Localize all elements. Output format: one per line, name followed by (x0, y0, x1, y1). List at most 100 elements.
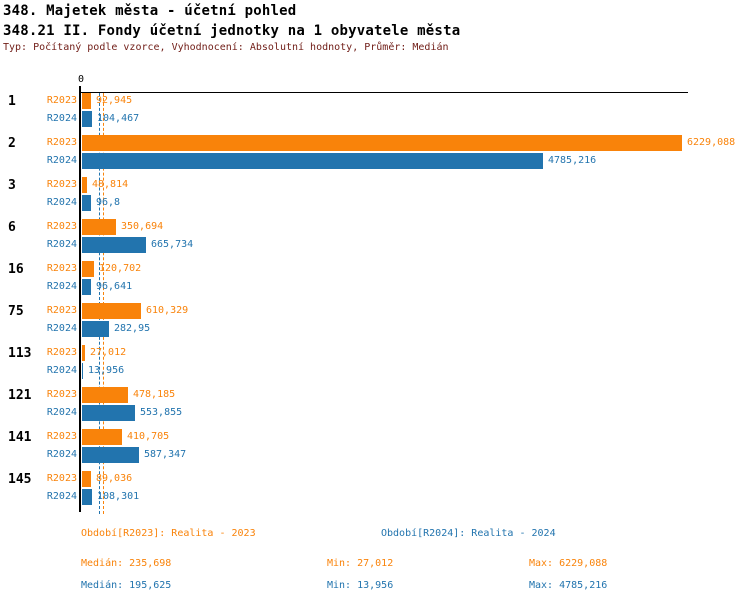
bar-r2023 (82, 345, 85, 361)
bar-r2023 (82, 219, 116, 235)
value-label-r2024: 587,347 (144, 449, 187, 460)
value-label-r2023: 48,814 (92, 179, 129, 190)
indicator-title: 348.21 II. Fondy účetní jednotky na 1 ob… (3, 23, 461, 39)
legend-period-2023: Období[R2023]: Realita - 2023 (81, 528, 256, 539)
bar-r2023 (82, 471, 91, 487)
series-label-r2024: R2024 (46, 323, 77, 334)
bar-r2023 (82, 93, 91, 109)
bar-group-r2023: R2023 478,185 (0, 387, 750, 403)
chart-row: 145 R2023 89,036 R2024 108,301 (0, 471, 750, 507)
y-axis-line (79, 86, 81, 512)
value-label-r2024: 108,301 (97, 491, 140, 502)
series-label-r2024: R2024 (46, 449, 77, 460)
bar-r2023 (82, 135, 682, 151)
series-label-r2023: R2023 (46, 137, 77, 148)
bar-r2024 (82, 363, 83, 379)
category-label: 1 (8, 94, 16, 109)
bar-group-r2023: R2023 410,705 (0, 429, 750, 445)
chart-row: 121 R2023 478,185 R2024 553,855 (0, 387, 750, 423)
value-label-r2024: 665,734 (151, 239, 194, 250)
category-label: 113 (8, 346, 32, 361)
bar-r2024 (82, 489, 92, 505)
bar-r2023 (82, 261, 94, 277)
series-label-r2024: R2024 (46, 281, 77, 292)
series-label-r2023: R2023 (46, 95, 77, 106)
bar-r2023 (82, 303, 141, 319)
chart-row: 113 R2023 27,012 R2024 13,956 (0, 345, 750, 381)
bar-r2023 (82, 429, 122, 445)
bar-group-r2023: R2023 27,012 (0, 345, 750, 361)
chart-row: 1 R2023 92,945 R2024 104,467 (0, 93, 750, 129)
series-label-r2023: R2023 (46, 389, 77, 400)
bar-r2024 (82, 321, 109, 337)
legend-period-2024: Období[R2024]: Realita - 2024 (381, 528, 556, 539)
value-label-r2024: 553,855 (140, 407, 183, 418)
category-label: 16 (8, 262, 24, 277)
x-axis-zero-tick-label: 0 (77, 74, 85, 85)
value-label-r2023: 92,945 (96, 95, 133, 106)
bar-group-r2024: R2024 282,95 (0, 321, 750, 337)
category-label: 3 (8, 178, 16, 193)
stat-min-2024: Min: 13,956 (327, 580, 394, 591)
series-label-r2024: R2024 (46, 239, 77, 250)
bar-group-r2024: R2024 13,956 (0, 363, 750, 379)
series-label-r2024: R2024 (46, 407, 77, 418)
value-label-r2023: 350,694 (121, 221, 164, 232)
value-label-r2024: 4785,216 (548, 155, 597, 166)
bar-r2024 (82, 111, 92, 127)
bar-r2024 (82, 153, 543, 169)
bar-group-r2024: R2024 4785,216 (0, 153, 750, 169)
bar-group-r2024: R2024 665,734 (0, 237, 750, 253)
chart-row: 75 R2023 610,329 R2024 282,95 (0, 303, 750, 339)
stat-median-2024: Medián: 195,625 (81, 580, 172, 591)
value-label-r2023: 410,705 (127, 431, 170, 442)
chart-row: 141 R2023 410,705 R2024 587,347 (0, 429, 750, 465)
value-label-r2023: 120,702 (99, 263, 142, 274)
category-label: 2 (8, 136, 16, 151)
chart-row: 2 R2023 6229,088 R2024 4785,216 (0, 135, 750, 171)
category-label: 145 (8, 472, 32, 487)
bar-r2024 (82, 279, 91, 295)
report-title: 348. Majetek města - účetní pohled (3, 3, 297, 19)
bar-group-r2024: R2024 108,301 (0, 489, 750, 505)
bar-group-r2023: R2023 48,814 (0, 177, 750, 193)
series-label-r2023: R2023 (46, 473, 77, 484)
bar-group-r2023: R2023 92,945 (0, 93, 750, 109)
bar-r2024 (82, 195, 91, 211)
category-label: 6 (8, 220, 16, 235)
series-label-r2024: R2024 (46, 113, 77, 124)
stat-max-2024: Max: 4785,216 (529, 580, 608, 591)
stat-min-2023: Min: 27,012 (327, 558, 394, 569)
series-label-r2023: R2023 (46, 305, 77, 316)
bar-group-r2023: R2023 89,036 (0, 471, 750, 487)
series-label-r2024: R2024 (46, 155, 77, 166)
category-label: 141 (8, 430, 32, 445)
bar-group-r2024: R2024 104,467 (0, 111, 750, 127)
bar-group-r2023: R2023 6229,088 (0, 135, 750, 151)
value-label-r2023: 27,012 (90, 347, 127, 358)
value-label-r2023: 6229,088 (687, 137, 736, 148)
series-label-r2023: R2023 (46, 263, 77, 274)
chart-row: 6 R2023 350,694 R2024 665,734 (0, 219, 750, 255)
bar-r2023 (82, 177, 87, 193)
value-label-r2024: 104,467 (97, 113, 140, 124)
bar-r2024 (82, 237, 146, 253)
value-label-r2023: 610,329 (146, 305, 189, 316)
value-label-r2024: 96,8 (96, 197, 121, 208)
bar-group-r2024: R2024 553,855 (0, 405, 750, 421)
category-label: 121 (8, 388, 32, 403)
series-label-r2024: R2024 (46, 197, 77, 208)
value-label-r2024: 282,95 (114, 323, 151, 334)
series-label-r2023: R2023 (46, 221, 77, 232)
stat-max-2023: Max: 6229,088 (529, 558, 608, 569)
stat-median-2023: Medián: 235,698 (81, 558, 172, 569)
bar-r2024 (82, 405, 135, 421)
bar-r2023 (82, 387, 128, 403)
bar-group-r2023: R2023 610,329 (0, 303, 750, 319)
bar-group-r2024: R2024 96,641 (0, 279, 750, 295)
bar-group-r2023: R2023 120,702 (0, 261, 750, 277)
value-label-r2024: 96,641 (96, 281, 133, 292)
value-label-r2023: 478,185 (133, 389, 176, 400)
indicator-meta-info: Typ: Počítaný podle vzorce, Vyhodnocení:… (3, 42, 449, 53)
